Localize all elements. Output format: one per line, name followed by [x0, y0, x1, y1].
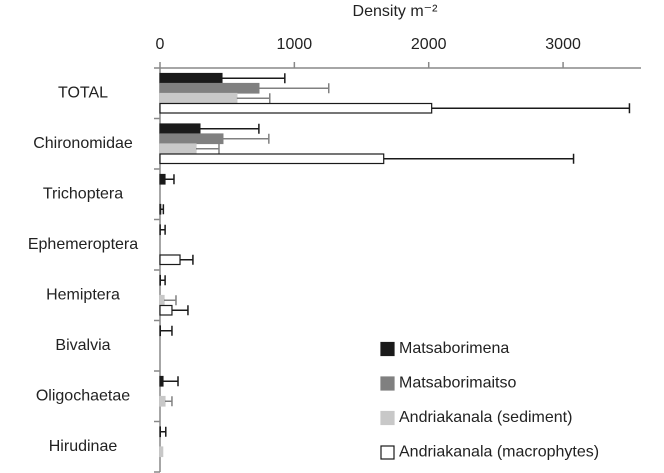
x-tick-label: 3000	[545, 36, 581, 53]
bar	[159, 294, 165, 306]
bar	[159, 123, 201, 135]
legend-label: Matsaborimaitso	[399, 375, 516, 392]
bar	[159, 395, 166, 407]
legend-swatch	[380, 410, 395, 426]
error-bar	[258, 83, 330, 94]
error-bar	[162, 376, 179, 387]
bar	[159, 102, 433, 114]
error-bar	[160, 325, 173, 336]
x-tick-label: 0	[156, 36, 165, 53]
error-bar	[199, 123, 260, 134]
error-bar	[164, 396, 173, 407]
error-bar	[221, 73, 286, 84]
y-tick-label: Bivalvia	[55, 337, 110, 354]
legend-swatch	[380, 341, 395, 357]
legend-label: Matsaborimena	[399, 340, 509, 357]
bar	[159, 82, 260, 94]
legend-label: Andriakanala (macrophytes)	[399, 444, 599, 461]
y-tick-label: Trichoptera	[43, 185, 123, 202]
error-bar	[160, 204, 165, 215]
error-bar	[383, 153, 575, 164]
y-tick-label: Oligochaetae	[36, 387, 130, 404]
y-tick-label: Chironomidae	[33, 135, 133, 152]
axis-title: Density m⁻²	[353, 3, 439, 20]
bar	[159, 153, 385, 165]
bar	[159, 203, 162, 215]
error-bar	[160, 275, 166, 286]
error-bar	[160, 224, 166, 235]
error-bar	[196, 143, 220, 154]
x-tick-label: 1000	[277, 36, 313, 53]
error-bar	[171, 305, 189, 316]
error-bar	[164, 174, 175, 185]
error-bar	[431, 103, 631, 114]
error-bar	[236, 93, 271, 104]
y-tick-label: TOTAL	[58, 84, 108, 101]
legend-label: Andriakanala (sediment)	[399, 409, 572, 426]
legend-swatch	[380, 376, 395, 391]
bar	[159, 133, 224, 145]
bar	[159, 304, 173, 316]
x-tick-label: 2000	[411, 36, 447, 53]
error-bar	[222, 133, 270, 144]
bar	[159, 143, 197, 155]
bar	[159, 173, 166, 185]
error-bar	[164, 295, 177, 306]
legend-swatch	[380, 445, 395, 460]
y-tick-label: Ephemeroptera	[28, 236, 138, 253]
bar	[159, 375, 164, 387]
bar	[159, 72, 223, 84]
y-tick-label: Hemiptera	[46, 286, 120, 303]
bar	[159, 446, 164, 458]
y-tick-label: Hirudinae	[49, 438, 118, 455]
error-bar	[160, 426, 167, 437]
bar	[159, 254, 181, 266]
error-bar	[180, 254, 194, 265]
bar	[159, 92, 238, 104]
